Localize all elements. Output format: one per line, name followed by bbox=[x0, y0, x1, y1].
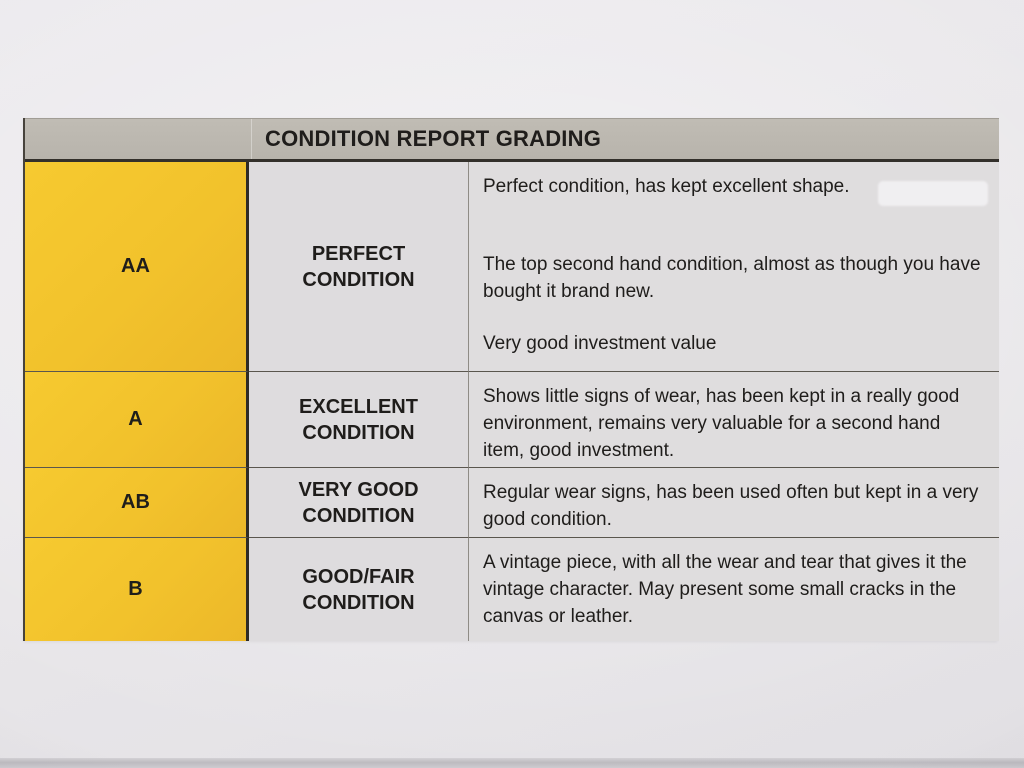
condition-label-line: VERY GOOD bbox=[298, 478, 419, 501]
grade-cell-b: B bbox=[25, 538, 249, 641]
grade-code: AA bbox=[121, 255, 150, 277]
condition-grading-table: CONDITION REPORT GRADING AA PERFECT COND… bbox=[23, 118, 999, 641]
description-paragraph: Regular wear signs, has been used often … bbox=[483, 482, 979, 530]
condition-label-line: CONDITION bbox=[302, 504, 415, 527]
table-title: CONDITION REPORT GRADING bbox=[265, 126, 602, 151]
grade-code: A bbox=[128, 408, 143, 430]
description-paragraph: A vintage piece, with all the wear and t… bbox=[483, 552, 967, 627]
label-cell-good-fair-condition: GOOD/FAIR CONDITION bbox=[249, 538, 469, 641]
label-cell-perfect-condition: PERFECT CONDITION bbox=[249, 162, 469, 372]
condition-label-line: CONDITION bbox=[302, 421, 415, 444]
description-paragraph: The top second hand condition, almost as… bbox=[483, 254, 981, 302]
description-paragraph: Very good investment value bbox=[483, 333, 717, 354]
description-cell-ab: Regular wear signs, has been used often … bbox=[469, 468, 999, 538]
grade-cell-a: A bbox=[25, 372, 249, 468]
grade-cell-ab: AB bbox=[25, 468, 249, 538]
condition-label-line: CONDITION bbox=[302, 268, 415, 291]
label-cell-very-good-condition: VERY GOOD CONDITION bbox=[249, 468, 469, 538]
table-header-bar: CONDITION REPORT GRADING bbox=[25, 118, 999, 162]
description-cell-a: Shows little signs of wear, has been kep… bbox=[469, 372, 999, 468]
grade-code: AB bbox=[121, 491, 150, 513]
description-paragraph: Shows little signs of wear, has been kep… bbox=[483, 386, 960, 461]
label-cell-excellent-condition: EXCELLENT CONDITION bbox=[249, 372, 469, 468]
grade-code: B bbox=[128, 578, 143, 600]
condition-label-line: EXCELLENT bbox=[299, 395, 418, 418]
whiteout-artifact bbox=[878, 181, 988, 206]
condition-label-line: GOOD/FAIR bbox=[302, 565, 415, 588]
condition-label-line: CONDITION bbox=[302, 591, 415, 614]
condition-label-line: PERFECT bbox=[311, 242, 406, 265]
grade-cell-aa: AA bbox=[25, 162, 249, 372]
description-cell-b: A vintage piece, with all the wear and t… bbox=[469, 538, 999, 641]
description-paragraph: Perfect condition, has kept excellent sh… bbox=[483, 176, 850, 197]
paper-edge bbox=[0, 758, 1024, 768]
